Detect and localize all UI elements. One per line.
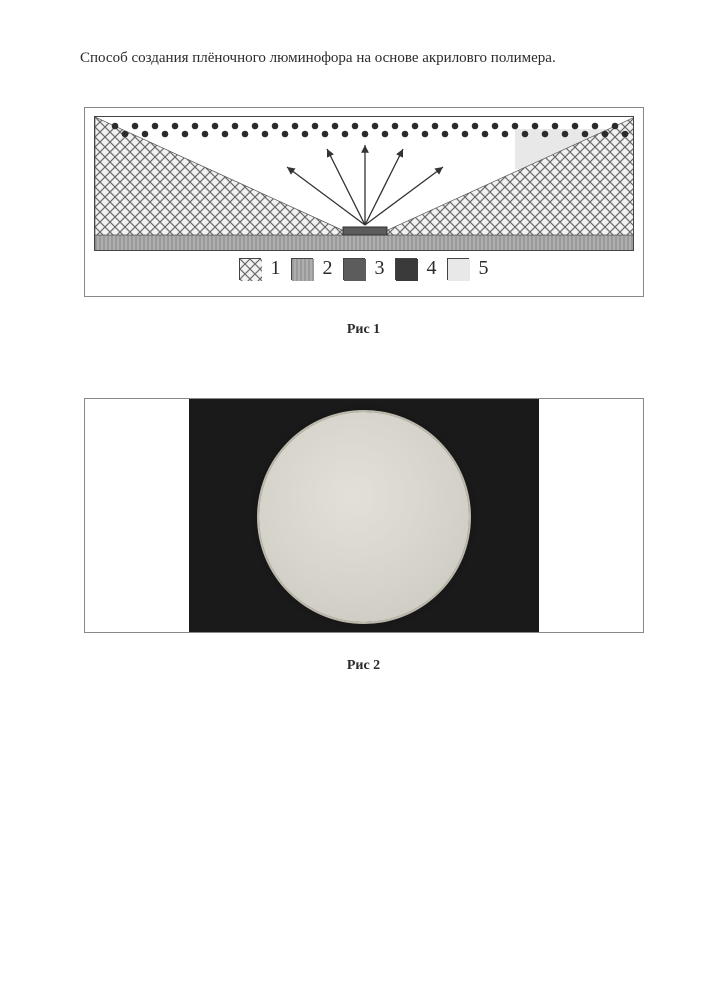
- legend-label-4: 4: [427, 257, 437, 280]
- legend-swatch-5: [447, 258, 469, 280]
- figure-1-box: 1 2 3 4 5: [84, 107, 644, 297]
- figure-1-caption: Рис 1: [60, 322, 667, 338]
- legend-label-3: 3: [375, 257, 385, 280]
- page-title: Способ создания плёночного люминофора на…: [80, 50, 667, 67]
- figure-2-photo: [189, 399, 539, 633]
- legend-swatch-1: [239, 258, 261, 280]
- legend-label-5: 5: [479, 257, 489, 280]
- figure-1-diagram: [94, 116, 634, 251]
- figure-1-legend: 1 2 3 4 5: [93, 257, 635, 280]
- legend-label-1: 1: [271, 257, 281, 280]
- legend-label-2: 2: [323, 257, 333, 280]
- legend-swatch-2: [291, 258, 313, 280]
- phosphor-disc: [259, 412, 469, 622]
- figure-2-caption: Рис 2: [60, 658, 667, 674]
- legend-swatch-3: [343, 258, 365, 280]
- legend-swatch-4: [395, 258, 417, 280]
- figure-1-svg: [95, 117, 634, 251]
- figure-2-box: [84, 398, 644, 633]
